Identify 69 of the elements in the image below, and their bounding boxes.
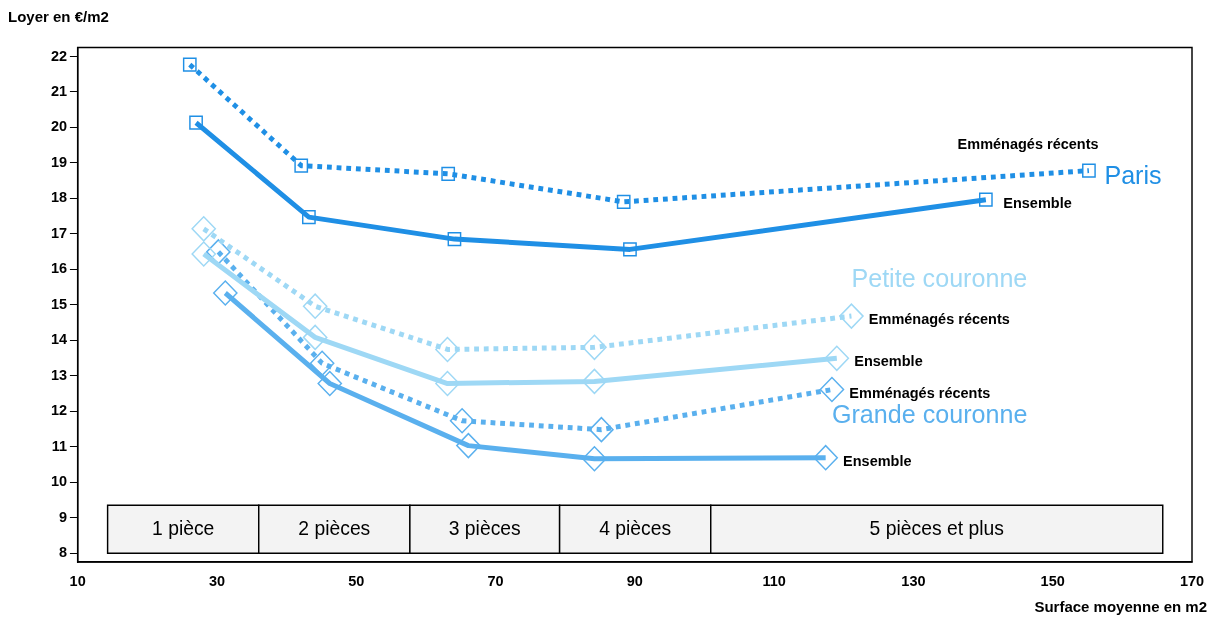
point [449,408,475,434]
point [589,416,614,443]
point [447,232,462,247]
y-tick-label: 19 [50,153,68,171]
y-tick-label: 9 [58,508,68,525]
y-tick-label: 11 [51,437,68,454]
point [1082,163,1096,178]
point [456,432,481,459]
point [182,57,197,72]
series-label: Emménagés récents [849,384,991,401]
point [302,324,328,351]
y-tick-label: 12 [50,402,68,419]
point [302,293,328,319]
band-label: 3 pièces [448,516,521,539]
x-tick-label: 170 [1179,572,1205,590]
y-tick-label: 14 [50,331,68,348]
y-tick-label: 15 [50,295,68,312]
y-tick-label: 17 [50,224,68,241]
y-tick-label: 13 [50,366,68,383]
point [435,336,460,363]
x-tick-label: 110 [762,572,786,590]
series-label: Emménagés récents [957,135,1099,152]
point [212,280,238,306]
band-label: 5 pièces et plus [869,516,1005,539]
point [623,242,637,257]
point [317,370,343,397]
point [616,194,631,209]
point [206,239,231,265]
point [302,210,316,225]
x-tick-label: 130 [901,572,926,590]
point [309,350,335,377]
y-tick-label: 20 [50,118,68,135]
band-label: 2 pièces [298,516,371,539]
series-label: Ensemble [1003,194,1072,211]
x-tick-label: 150 [1040,572,1065,590]
point [582,446,607,472]
point [191,216,217,242]
y-tick-label: 10 [50,473,68,490]
y-tick-label: 16 [50,260,68,277]
point [824,345,850,372]
x-tick-label: 30 [208,572,226,590]
point [978,192,993,207]
point [294,158,309,173]
x-tick-label: 90 [626,572,643,590]
point [819,376,845,403]
y-tick-label: 21 [50,82,68,100]
band-label: 1 pièce [152,516,215,539]
y-tick-label: 8 [58,544,68,561]
x-tick-label: 10 [69,572,86,590]
point [435,370,460,397]
x-axis-title: Surface moyenne en m2 [1033,598,1207,615]
band-label: 4 pièces [599,516,672,539]
point [189,115,203,130]
point [191,241,217,267]
point [813,444,838,471]
annotation: Paris [1104,160,1162,189]
x-tick-label: 70 [487,572,504,590]
y-axis-title: Loyer en €/m2 [8,8,110,27]
y-tick-label: 22 [50,47,68,64]
series-label: Ensemble [843,452,912,469]
y-tick-label: 18 [50,189,68,206]
point [582,334,607,361]
x-tick-label: 50 [348,572,365,590]
point [839,303,864,329]
point [582,368,607,395]
annotation: Petite couronne [851,263,1028,293]
series-label: Emménagés récents [868,311,1010,328]
series-label: Ensemble [854,353,923,370]
point [441,166,456,181]
